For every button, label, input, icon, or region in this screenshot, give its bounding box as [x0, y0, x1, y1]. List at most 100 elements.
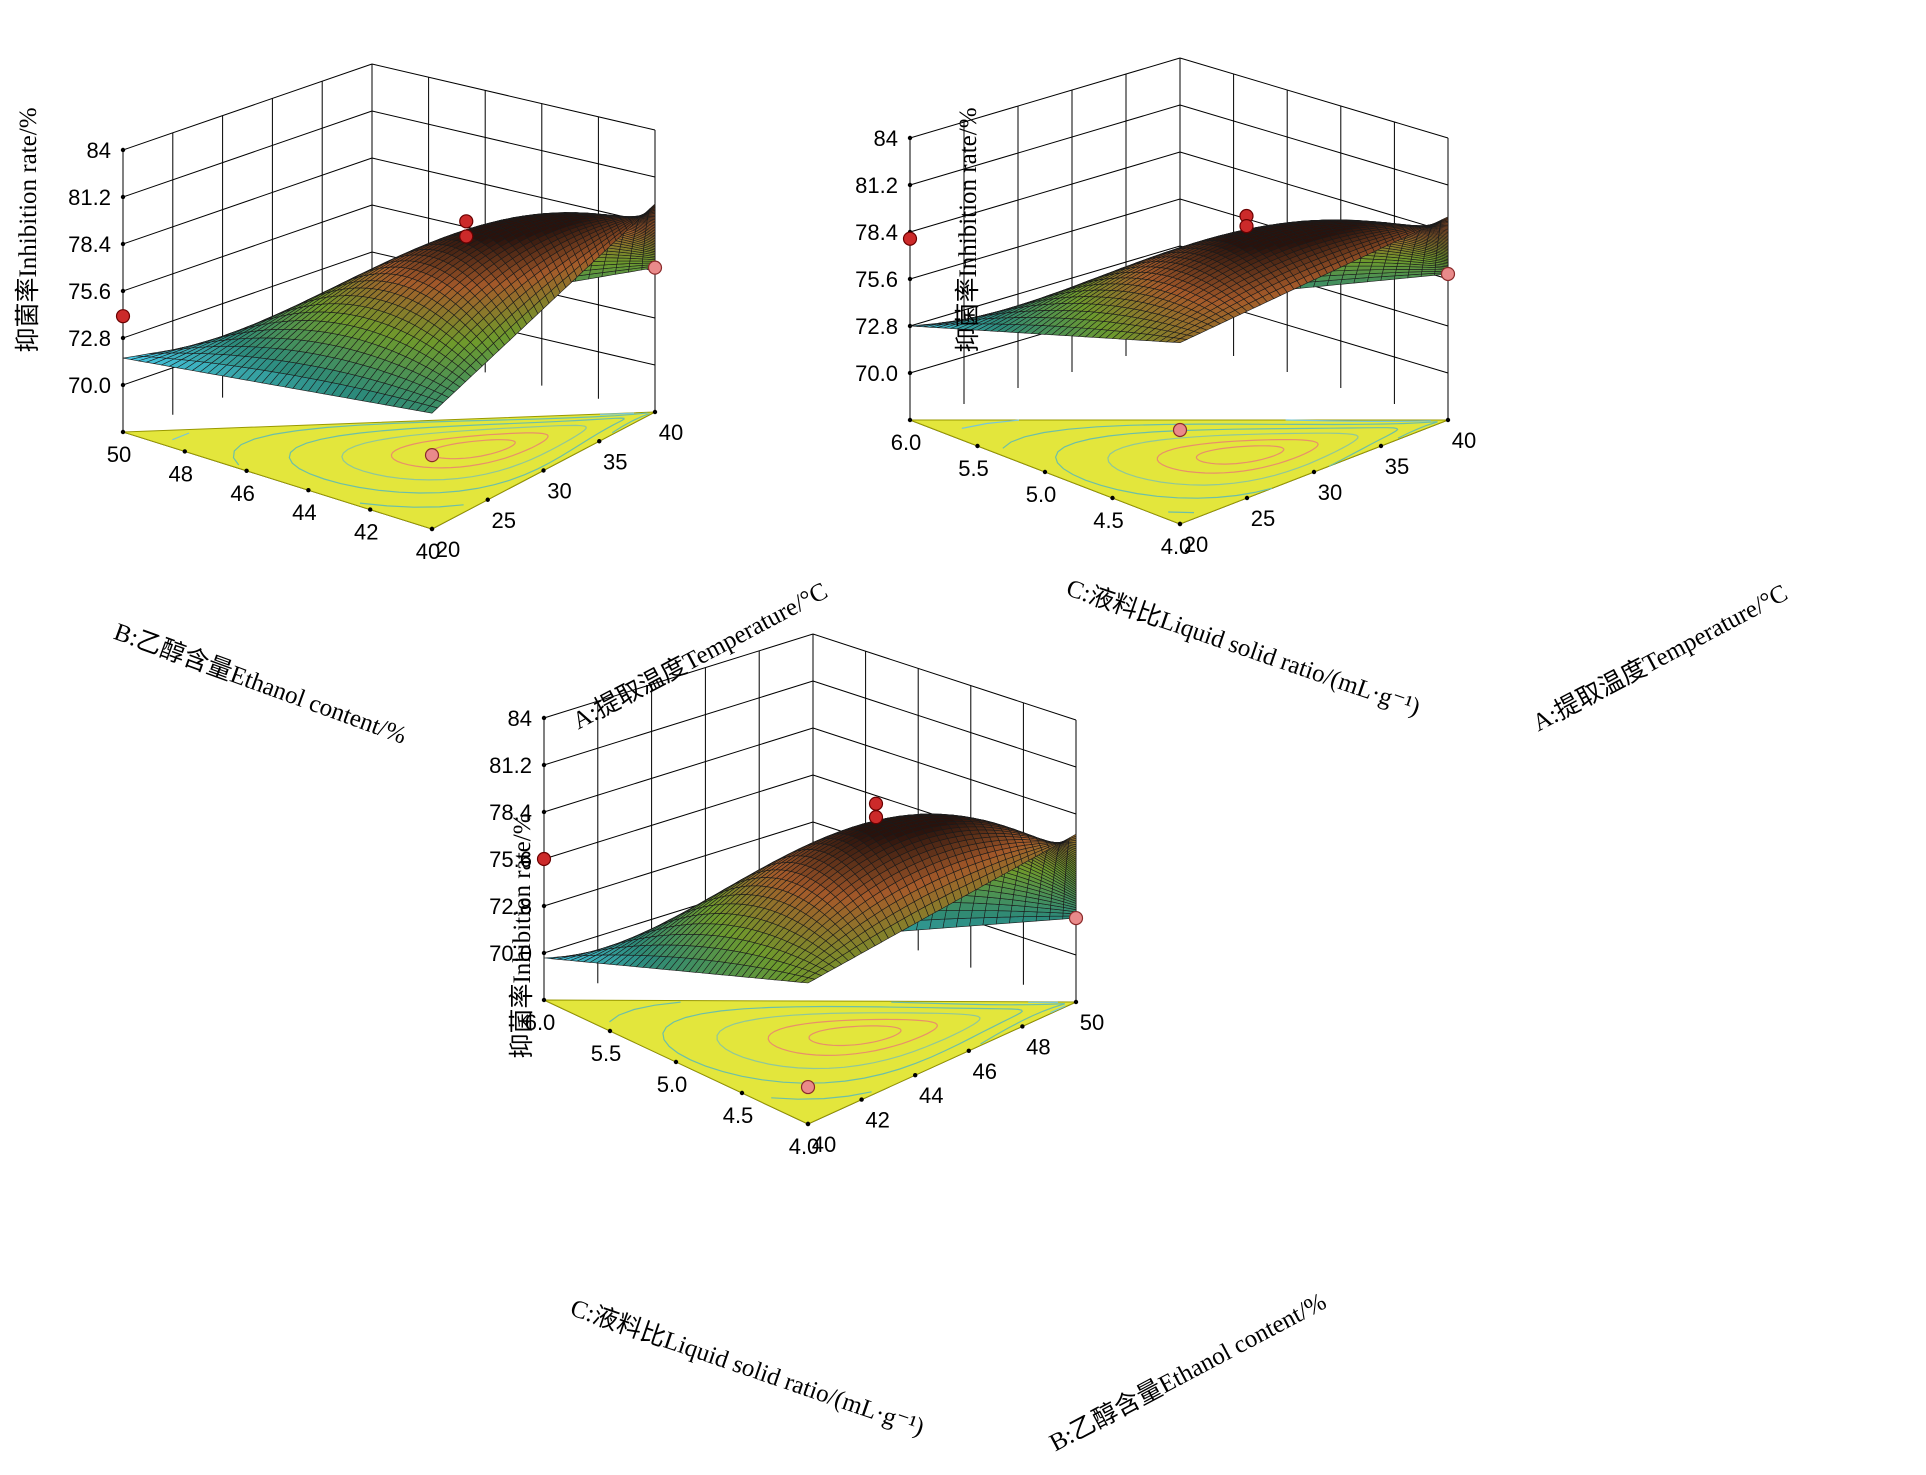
y-tick-mark	[541, 468, 545, 472]
z-tick-label: 75.6	[855, 267, 898, 292]
y-tick-label: 40	[1452, 428, 1476, 453]
z-tick-mark	[908, 371, 912, 375]
surface-cell	[1357, 266, 1371, 270]
x-tick-mark	[908, 418, 912, 422]
surface-cell	[972, 903, 986, 910]
y-tick-label: 25	[492, 508, 516, 533]
z-tick-label: 72.8	[68, 326, 111, 351]
x-tick-label: 42	[354, 520, 378, 545]
x-tick-mark	[1043, 470, 1047, 474]
z-tick-mark	[908, 136, 912, 140]
gridline-left-wall	[544, 775, 813, 859]
surface-cell	[1383, 266, 1397, 269]
surface-cell	[1023, 916, 1037, 922]
surface-cell	[604, 261, 617, 265]
y-tick-mark	[430, 527, 434, 531]
x-tick-label: 5.0	[1026, 482, 1057, 507]
surface-cell	[1359, 262, 1373, 266]
surface-cell	[970, 918, 985, 926]
x-tick-mark	[244, 469, 248, 473]
y-tick-label: 35	[1385, 454, 1409, 479]
z-tick-mark	[121, 289, 125, 293]
design-point	[1442, 267, 1455, 280]
z-tick-label: 78.4	[68, 232, 111, 257]
y-tick-label: 46	[973, 1059, 997, 1084]
y-tick-mark	[1074, 1000, 1078, 1004]
surface-cell	[1345, 266, 1359, 270]
surface-cell	[1036, 916, 1050, 921]
x-tick-mark	[121, 430, 125, 434]
surface-cell	[1382, 269, 1396, 273]
surface-cell	[943, 919, 958, 929]
z-tick-mark	[121, 195, 125, 199]
gridline-right-wall	[813, 728, 1076, 814]
x-tick-label: 50	[107, 442, 131, 467]
surface-cell	[1356, 270, 1370, 274]
x-tick-mark	[740, 1091, 744, 1095]
z-tick-mark	[121, 336, 125, 340]
surface-cell	[996, 917, 1010, 924]
y-tick-mark	[1446, 418, 1450, 422]
z-tick-label: 81.2	[68, 185, 111, 210]
x-tick-mark	[306, 488, 310, 492]
x-tick-label: 6.0	[891, 430, 922, 455]
y-tick-label: 48	[1026, 1034, 1050, 1059]
y-tick-mark	[1379, 444, 1383, 448]
gridline-left-wall	[123, 205, 372, 291]
surface-cell	[1024, 911, 1038, 916]
surface-cell	[1010, 917, 1024, 924]
y-tick-label: 50	[1080, 1010, 1104, 1035]
y-tick-label: 40	[659, 420, 683, 445]
y-tick-mark	[1178, 522, 1182, 526]
surface-cell	[1369, 270, 1383, 274]
surface-cell	[945, 911, 960, 920]
y-tick-mark	[1020, 1024, 1024, 1028]
x-tick-mark	[1110, 496, 1114, 500]
design-point	[460, 215, 473, 228]
y-tick-mark	[859, 1097, 863, 1101]
z-tick-mark	[121, 148, 125, 152]
x-tick-label: 5.5	[958, 456, 989, 481]
gridline-right-wall	[372, 111, 655, 177]
design-point	[460, 230, 473, 243]
surface-cell	[1370, 266, 1384, 270]
surface-cell	[1343, 270, 1357, 275]
y-tick-label: 44	[919, 1083, 943, 1108]
design-point	[117, 310, 130, 323]
x-tick-label: 5.5	[591, 1041, 622, 1066]
surface-cell	[630, 261, 643, 264]
response-surface	[544, 814, 1076, 983]
z-tick-label: 75.6	[68, 279, 111, 304]
y-tick-mark	[486, 498, 490, 502]
response-surface	[910, 217, 1448, 343]
y-tick-mark	[913, 1073, 917, 1077]
z-tick-label: 84	[508, 706, 532, 731]
surface-cell	[617, 261, 630, 264]
z-axis-title-1: 抑菌率Inhibition rate/%	[8, 30, 44, 430]
design-point	[1174, 424, 1187, 437]
y-tick-label: 25	[1251, 506, 1275, 531]
x-tick-mark	[542, 998, 546, 1002]
y-tick-label: 42	[865, 1108, 889, 1133]
x-tick-label: 5.0	[657, 1072, 688, 1097]
surface-cell	[1409, 269, 1422, 272]
response-surface	[123, 204, 655, 413]
x-tick-mark	[368, 507, 372, 511]
z-tick-mark	[542, 951, 546, 955]
surface-cell	[1396, 269, 1410, 272]
surface-cell	[1049, 916, 1063, 920]
y-tick-label: 30	[1318, 480, 1342, 505]
chart-svg-2: 70.072.875.678.481.2846.05.55.04.54.0202…	[960, 0, 1926, 730]
y-tick-mark	[597, 439, 601, 443]
z-tick-mark	[121, 383, 125, 387]
z-tick-label: 78.4	[855, 220, 898, 245]
y-tick-mark	[1312, 470, 1316, 474]
gridline-left-wall	[123, 64, 372, 150]
x-tick-label: 44	[292, 500, 316, 525]
z-tick-label: 72.8	[855, 314, 898, 339]
surface-cell	[1010, 911, 1024, 917]
z-tick-mark	[542, 763, 546, 767]
y-tick-mark	[653, 410, 657, 414]
